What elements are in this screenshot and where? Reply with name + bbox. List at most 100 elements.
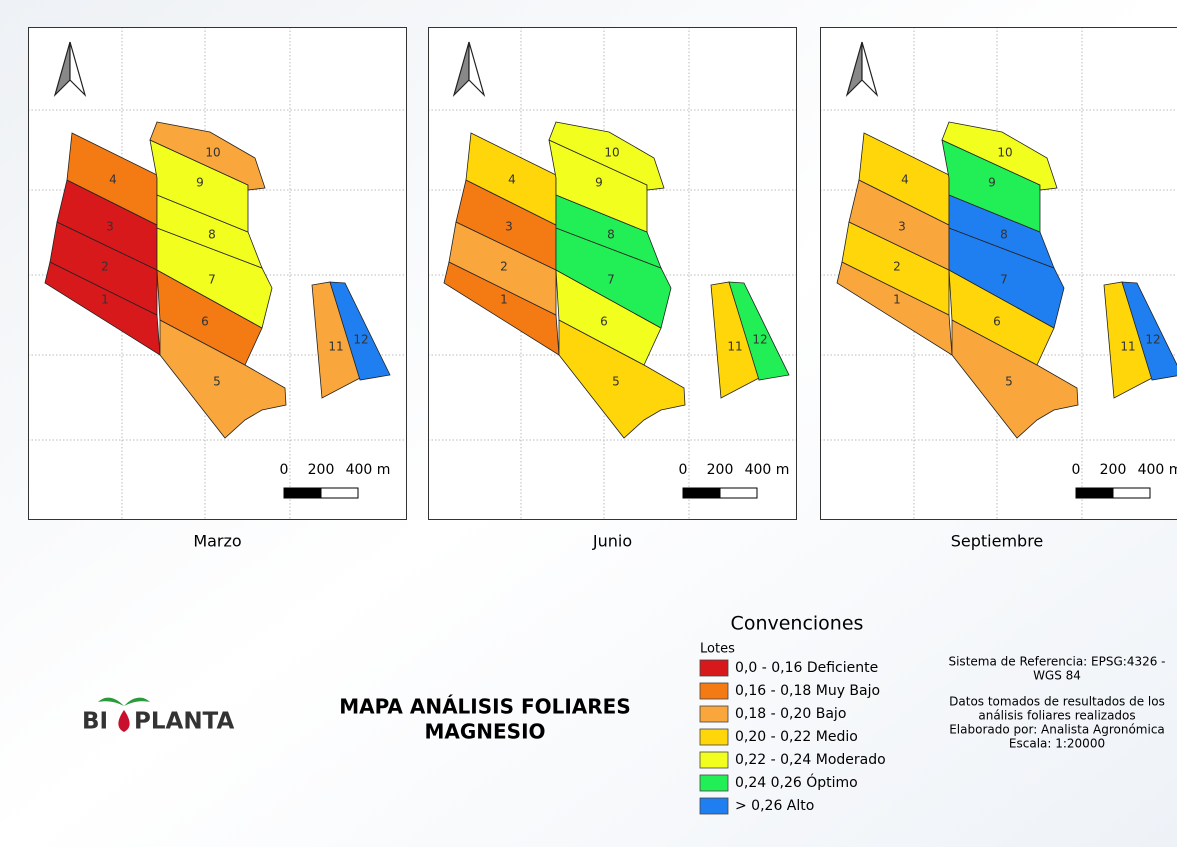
lot [548,121,665,191]
lot-label: 5 [1005,375,1013,389]
note-line: Sistema de Referencia: EPSG:4326 - [948,655,1165,669]
scale-black [1075,487,1114,499]
lot-label: 9 [988,176,996,190]
lot-label: 4 [901,173,909,187]
legend-swatch [699,774,729,792]
lot [558,319,686,439]
lot [149,121,266,191]
lot-label: 7 [607,273,615,287]
lot-label: 6 [600,315,608,329]
panel-caption: Septiembre [951,532,1044,551]
legend-label: 0,18 - 0,20 Bajo [735,706,846,722]
lot-label: 11 [727,340,742,354]
logo-drop [118,710,130,732]
legend-label: 0,16 - 0,18 Muy Bajo [735,683,880,699]
scale-label: 400 m [745,462,790,478]
lot-label: 1 [893,293,901,307]
lot [159,319,287,439]
lot-label: 10 [997,146,1012,160]
scale-black [682,487,721,499]
note-line: Elaborado por: Analista Agronómica [949,723,1165,737]
scale-black [283,487,322,499]
scale-label: 200 [308,462,335,478]
lot [941,121,1058,191]
scale-white [1112,487,1151,499]
scale-label: 400 m [1138,462,1177,478]
lot-label: 11 [328,340,343,354]
legend-swatch [699,797,729,815]
panel-border [428,27,797,520]
north-arrow-right [69,41,87,98]
scale-white [719,487,758,499]
lot-label: 2 [500,260,508,274]
note-line: análisis foliares realizados [978,709,1135,723]
lot-label: 10 [205,146,220,160]
lot-label: 8 [208,228,216,242]
legend-swatch [699,659,729,677]
lot-label: 11 [1120,340,1135,354]
panel-caption: Marzo [193,532,241,551]
legend-swatch [699,751,729,769]
lot [329,281,391,381]
map-title: MAPA ANÁLISIS FOLIARES [339,695,631,719]
logo-leaf-left [98,697,124,706]
lot-label: 9 [196,176,204,190]
note-line: WGS 84 [1033,669,1081,683]
legend-label: 0,20 - 0,22 Medio [735,729,858,745]
lot-label: 4 [508,173,516,187]
lot-label: 12 [353,333,368,347]
legend-subtitle: Lotes [700,642,735,657]
lot-label: 1 [500,293,508,307]
lot [728,281,790,381]
legend-swatch [699,728,729,746]
lot-label: 9 [595,176,603,190]
lot [951,319,1079,439]
logo-leaf-right [124,697,150,706]
logo-left: BI [82,709,108,735]
lot-label: 12 [752,333,767,347]
panel-border [820,27,1177,520]
scale-label: 200 [1100,462,1127,478]
lot-label: 2 [893,260,901,274]
lot-label: 3 [505,220,513,234]
note-line: Escala: 1:20000 [1009,737,1105,751]
lot-label: 6 [993,315,1001,329]
lot [1121,281,1177,381]
legend-swatch [699,705,729,723]
legend-label: 0,24 0,26 Óptimo [735,773,858,791]
legend-label: > 0,26 Alto [735,798,814,814]
legend-title: Convenciones [731,613,864,635]
map-title: MAGNESIO [424,720,545,744]
north-arrow-right [861,41,879,98]
lot-label: 4 [109,173,117,187]
lot-label: 8 [1000,228,1008,242]
scale-label: 0 [1072,462,1081,478]
legend-label: 0,22 - 0,24 Moderado [735,752,886,768]
lot-label: 2 [101,260,109,274]
lot-label: 5 [213,375,221,389]
lot-label: 3 [898,220,906,234]
lot-label: 12 [1145,333,1160,347]
scale-label: 0 [280,462,289,478]
lot-label: 1 [101,293,109,307]
panel-caption: Junio [592,532,632,551]
lot-label: 8 [607,228,615,242]
north-arrow-right [468,41,486,98]
scale-label: 400 m [346,462,391,478]
lot-label: 3 [106,220,114,234]
scale-label: 0 [679,462,688,478]
legend-swatch [699,682,729,700]
scale-label: 200 [707,462,734,478]
legend-label: 0,0 - 0,16 Deficiente [735,660,878,676]
note-line: Datos tomados de resultados de los [949,695,1165,709]
lot-label: 7 [208,273,216,287]
lot-label: 10 [604,146,619,160]
panel-border [28,27,407,520]
lot-label: 5 [612,375,620,389]
lot-label: 7 [1000,273,1008,287]
logo-right: PLANTA [134,709,234,735]
